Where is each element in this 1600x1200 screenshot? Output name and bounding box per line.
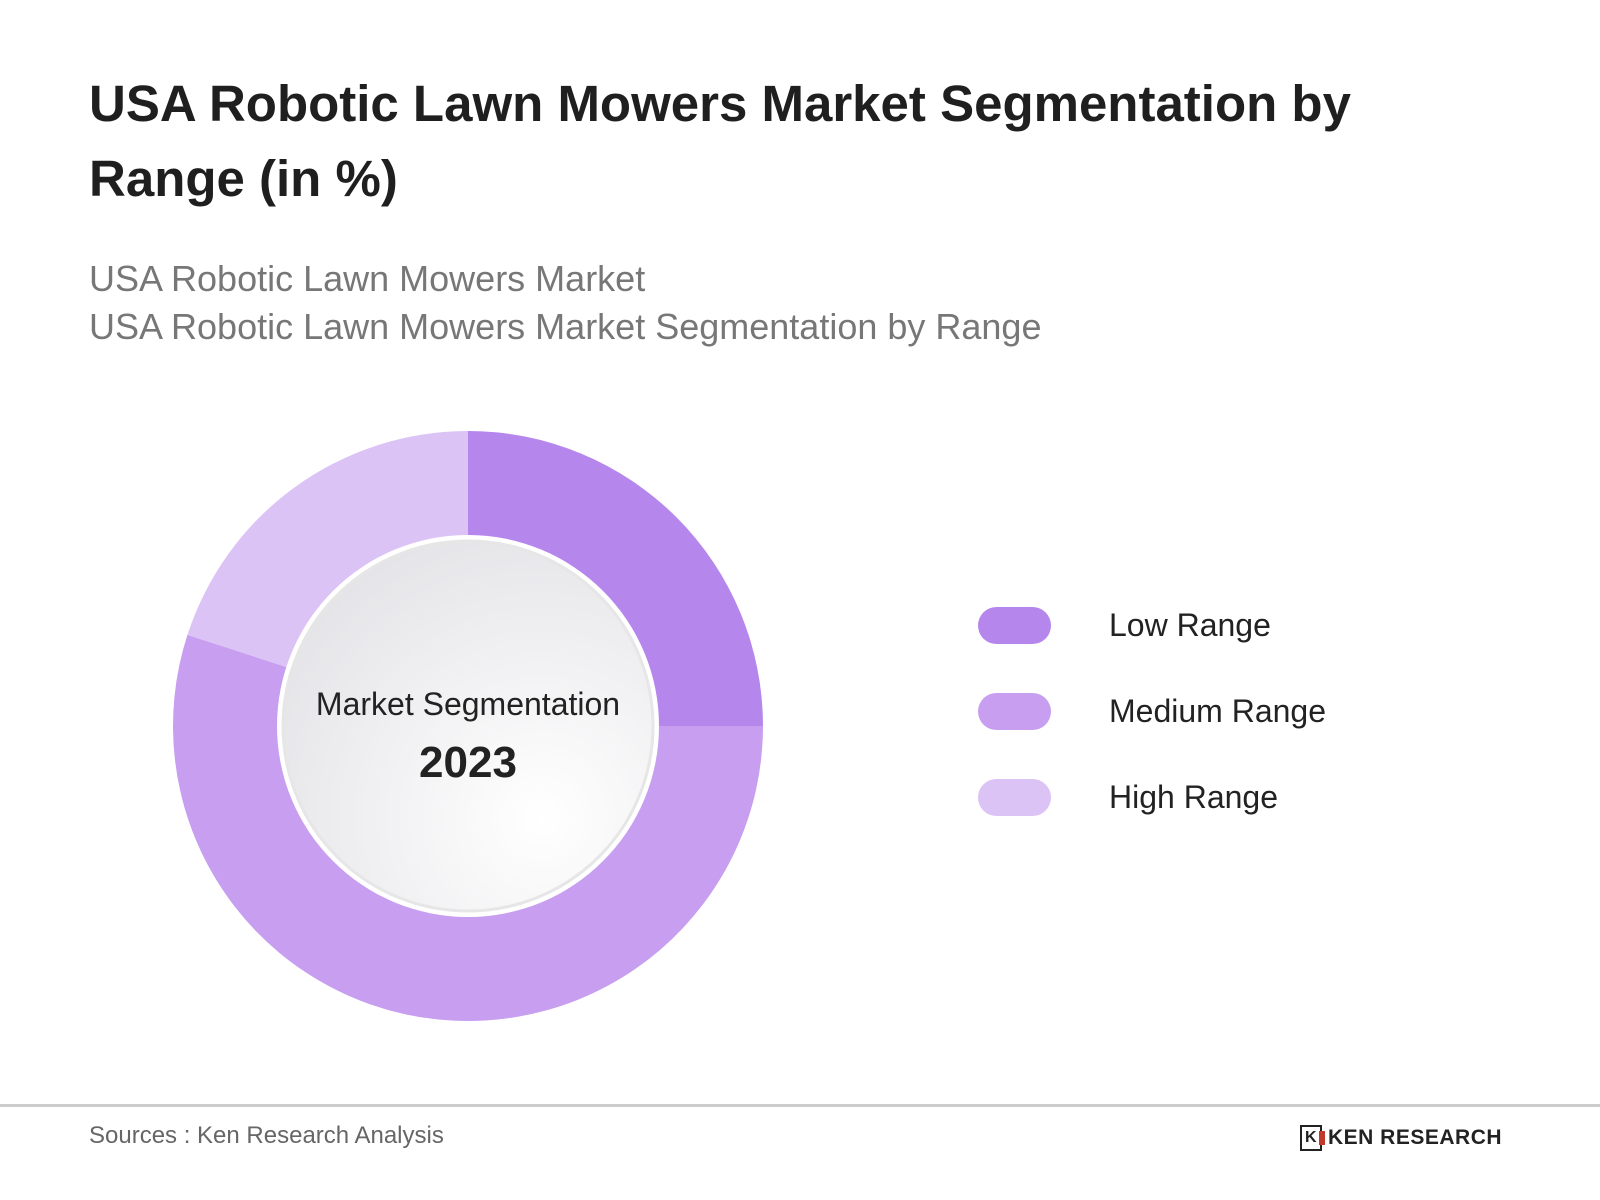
ken-research-logo: K KEN RESEARCH bbox=[1300, 1125, 1502, 1151]
legend-swatch bbox=[978, 692, 1051, 730]
legend-swatch bbox=[978, 606, 1051, 644]
legend-item-high-range: High Range bbox=[978, 754, 1326, 840]
logo-text: KEN RESEARCH bbox=[1328, 1126, 1503, 1149]
legend: Low Range Medium Range High Range bbox=[978, 582, 1326, 840]
donut-hole bbox=[281, 539, 655, 913]
footer-divider bbox=[0, 1104, 1600, 1107]
subtitle-line-2: USA Robotic Lawn Mowers Market Segmentat… bbox=[89, 306, 1042, 347]
legend-label: Low Range bbox=[1109, 606, 1271, 643]
legend-label: Medium Range bbox=[1109, 692, 1326, 729]
source-note: Sources : Ken Research Analysis bbox=[89, 1122, 444, 1149]
center-label: Market Segmentation bbox=[315, 686, 621, 722]
subtitle-line-1: USA Robotic Lawn Mowers Market bbox=[89, 258, 646, 299]
legend-item-low-range: Low Range bbox=[978, 582, 1326, 668]
legend-label: High Range bbox=[1109, 778, 1278, 815]
legend-item-medium-range: Medium Range bbox=[978, 668, 1326, 754]
logo-k-icon: K bbox=[1300, 1125, 1325, 1151]
center-year: 2023 bbox=[419, 738, 517, 787]
chart-title: USA Robotic Lawn Mowers Market Segmentat… bbox=[89, 75, 1351, 207]
legend-swatch bbox=[978, 778, 1051, 816]
